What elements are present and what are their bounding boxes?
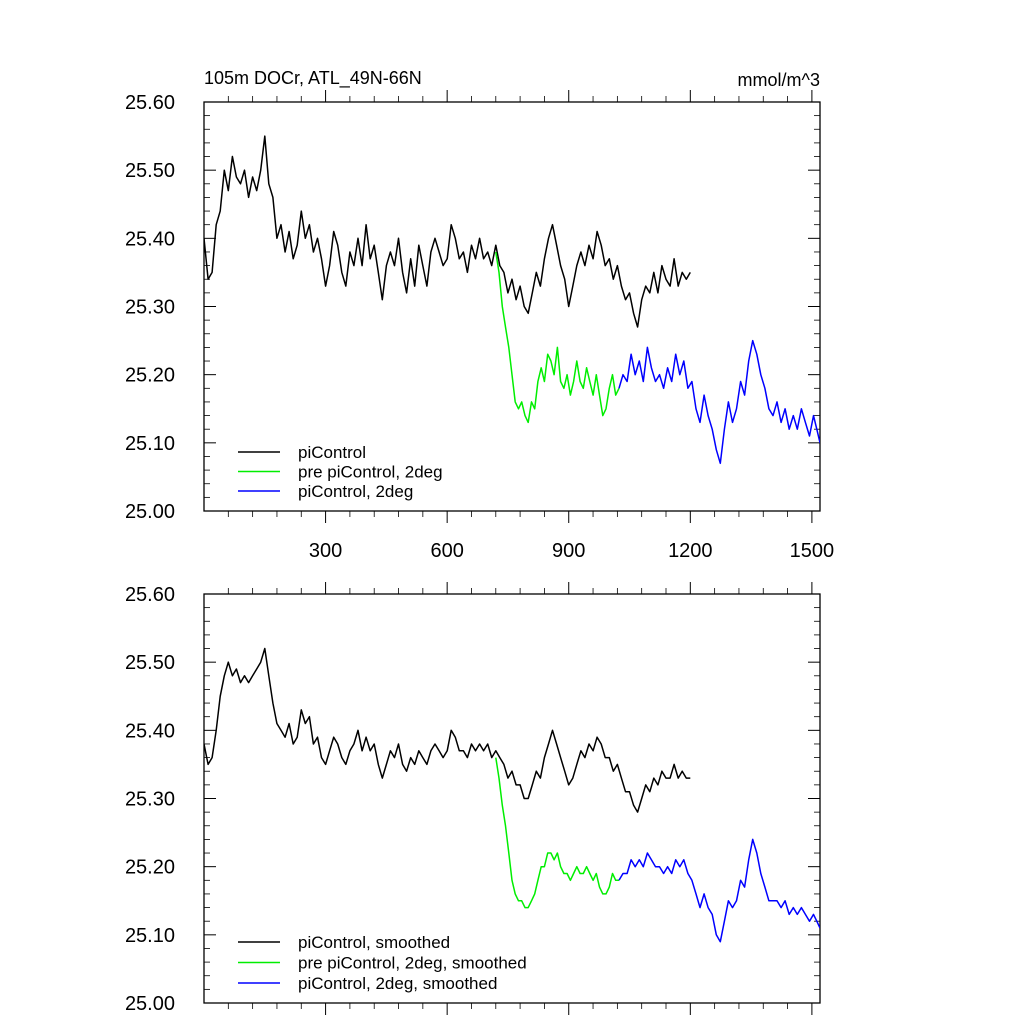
- x-tick-label: 1200: [668, 540, 713, 562]
- y-tick-label: 25.60: [125, 584, 175, 606]
- legend-label-0: piControl, smoothed: [298, 933, 450, 952]
- series-line-0: [204, 135, 691, 328]
- series-line-1: [495, 251, 620, 424]
- y-tick-label: 25.20: [125, 857, 175, 879]
- y-tick-label: 25.10: [125, 925, 175, 947]
- y-tick-label: 25.50: [125, 160, 175, 182]
- legend-label-2: piControl, 2deg: [298, 482, 413, 501]
- x-tick-label: 1500: [790, 540, 835, 562]
- y-tick-label: 25.00: [125, 993, 175, 1015]
- x-tick-label: 300: [309, 540, 342, 562]
- legend-label-0: piControl: [298, 443, 366, 462]
- y-tick-label: 25.40: [125, 228, 175, 250]
- y-tick-label: 25.30: [125, 297, 175, 319]
- series-line-2: [618, 339, 820, 465]
- top-panel: 25.00 25.10 25.20 25.30 25.40 25.50 25.60 300 60…: [125, 68, 834, 562]
- y-tick-label: 25.50: [125, 652, 175, 674]
- legend-label-1: pre piControl, 2deg: [298, 463, 443, 482]
- y-tick-label: 25.60: [125, 92, 175, 114]
- y-tick-label: 25.20: [125, 365, 175, 387]
- series-line-2: [618, 838, 820, 943]
- plot-frame: [203, 101, 821, 512]
- series-line-0: [204, 647, 691, 813]
- legend-label-2: piControl, 2deg, smoothed: [298, 974, 497, 993]
- y-tick-label: 25.30: [125, 789, 175, 811]
- series-line-1: [495, 757, 619, 909]
- chart-title: 105m DOCr, ATL_49N-66N: [204, 68, 422, 89]
- bottom-panel: 25.00 25.10 25.20 25.30 25.40 25.50 25.60 piCon…: [125, 582, 821, 1015]
- y-tick-label: 25.00: [125, 501, 175, 523]
- units-label: mmol/m^3: [738, 70, 820, 90]
- y-tick-label: 25.40: [125, 720, 175, 742]
- y-tick-label: 25.10: [125, 433, 175, 455]
- plot-frame: [203, 593, 821, 1004]
- x-tick-label: 600: [430, 540, 463, 562]
- x-tick-label: 900: [552, 540, 585, 562]
- legend-label-1: pre piControl, 2deg, smoothed: [298, 954, 527, 973]
